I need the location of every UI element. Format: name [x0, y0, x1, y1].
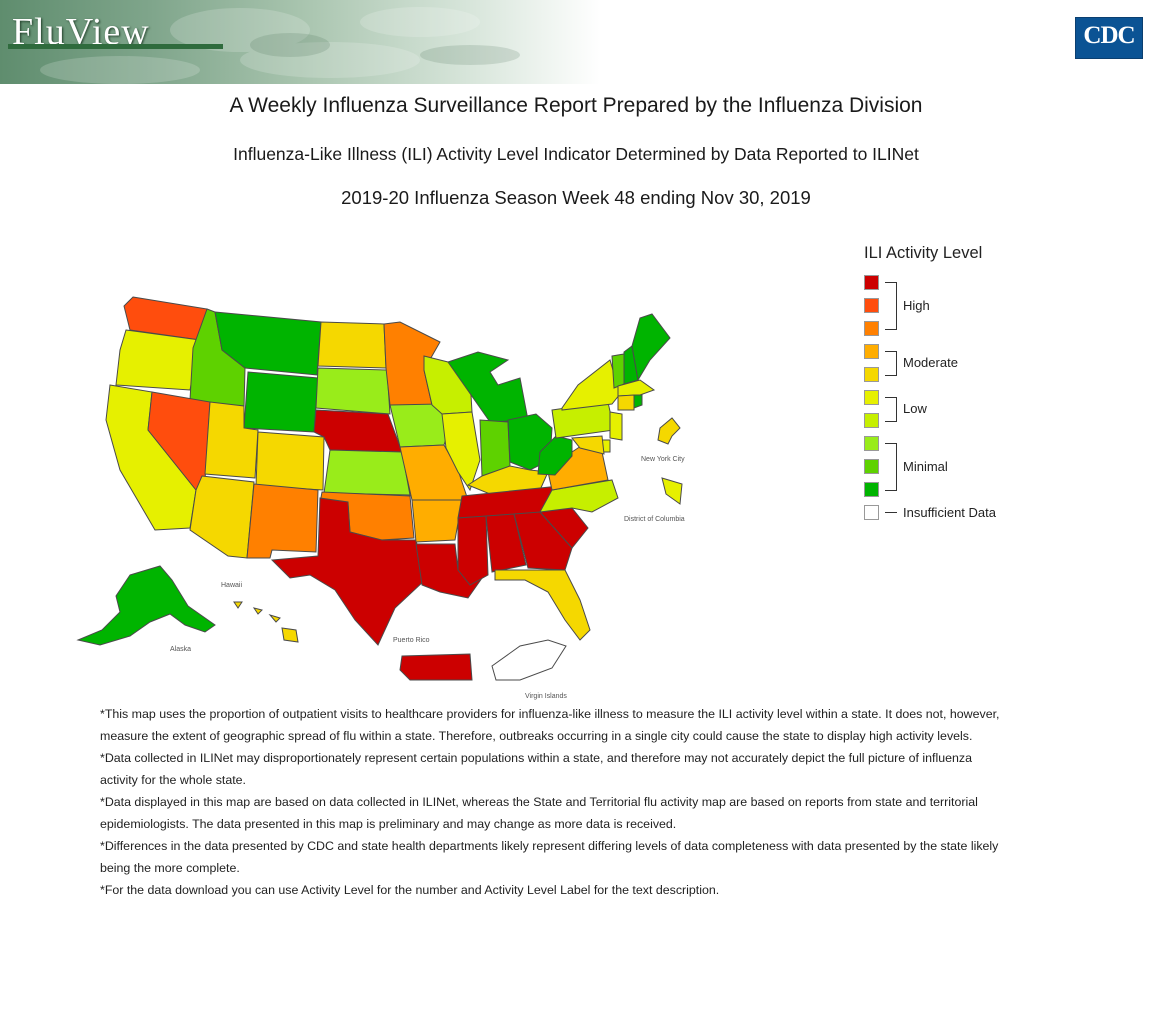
- state-alaska[interactable]: [76, 565, 216, 646]
- cdc-logo-text: CDC: [1083, 22, 1135, 49]
- state-new-mexico[interactable]: [246, 483, 319, 559]
- legend-dash-insufficient: [885, 512, 897, 513]
- label-virgin-islands: Virgin Islands: [525, 693, 567, 700]
- footnote: *Differences in the data presented by CD…: [100, 839, 999, 875]
- legend-swatch-level-6: [864, 436, 879, 451]
- state-wyoming[interactable]: [243, 371, 319, 433]
- state-alabama[interactable]: [485, 513, 527, 573]
- label-puerto-rico: Puerto Rico: [393, 637, 430, 644]
- map-regions: [76, 296, 683, 681]
- state-hawaii[interactable]: [233, 601, 299, 643]
- inset-district-of-columbia[interactable]: [661, 477, 683, 505]
- state-new-york[interactable]: [561, 359, 621, 411]
- legend-swatch-level-11: [864, 321, 879, 336]
- state-illinois[interactable]: [441, 411, 481, 492]
- label-alaska: Alaska: [170, 646, 191, 653]
- legend-label-minimal: Minimal: [903, 459, 948, 474]
- legend-bracket-low: [885, 397, 897, 422]
- legend-swatch-level-9: [864, 367, 879, 382]
- state-connecticut[interactable]: [617, 394, 635, 411]
- state-montana[interactable]: [214, 311, 322, 376]
- map-labels: New York City District of Columbia Hawai…: [170, 456, 685, 700]
- legend-bracket-high: [885, 282, 897, 330]
- state-massachusetts[interactable]: [617, 379, 656, 397]
- page-subtitle: Influenza-Like Illness (ILI) Activity Le…: [233, 144, 919, 164]
- state-rhode-island[interactable]: [633, 394, 643, 409]
- legend-bracket-minimal: [885, 443, 897, 491]
- label-hawaii: Hawaii: [221, 582, 242, 589]
- footnotes: *This map uses the proportion of outpati…: [100, 703, 1005, 901]
- state-colorado[interactable]: [255, 431, 325, 491]
- legend-swatch-level-10: [864, 344, 879, 359]
- state-florida[interactable]: [494, 569, 591, 641]
- legend-swatch-level-8: [864, 390, 879, 405]
- legend-swatch-level-12: [864, 298, 879, 313]
- state-mississippi[interactable]: [457, 515, 489, 586]
- banner-texture: [40, 7, 520, 84]
- footnote: *For the data download you can use Activ…: [100, 883, 720, 897]
- state-maine[interactable]: [631, 313, 671, 382]
- state-kansas[interactable]: [323, 449, 411, 496]
- legend-swatch-level-5: [864, 459, 879, 474]
- legend-bracket-moderate: [885, 351, 897, 376]
- state-georgia[interactable]: [513, 511, 573, 571]
- label-district-of-columbia: District of Columbia: [624, 516, 685, 523]
- state-oregon[interactable]: [115, 329, 201, 391]
- legend-swatch-level-13: [864, 275, 879, 290]
- fluview-banner: FluView: [0, 0, 600, 84]
- logo-underline: [8, 44, 223, 49]
- footnote: *This map uses the proportion of outpati…: [100, 707, 1000, 743]
- legend-title: ILI Activity Level: [864, 244, 983, 262]
- page-title: A Weekly Influenza Surveillance Report P…: [229, 94, 923, 117]
- footnote: *Data collected in ILINet may disproport…: [100, 751, 972, 787]
- territory-virgin-islands[interactable]: [491, 639, 567, 681]
- inset-new-york-city[interactable]: [657, 417, 681, 445]
- state-vermont[interactable]: [611, 353, 625, 389]
- state-texas[interactable]: [270, 497, 426, 646]
- activity-legend: ILI Activity Level High Moderate Low Min…: [864, 244, 1064, 534]
- state-new-jersey[interactable]: [609, 411, 623, 441]
- legend-swatch-insufficient: [864, 505, 879, 520]
- legend-label-insufficient: Insufficient Data: [903, 505, 996, 520]
- state-north-carolina[interactable]: [539, 479, 619, 513]
- state-nebraska[interactable]: [313, 409, 403, 453]
- season-week: 2019-20 Influenza Season Week 48 ending …: [341, 187, 811, 208]
- state-north-dakota[interactable]: [317, 321, 387, 369]
- state-south-dakota[interactable]: [315, 367, 391, 415]
- state-louisiana[interactable]: [415, 543, 483, 599]
- state-utah[interactable]: [204, 401, 259, 479]
- state-arizona[interactable]: [189, 475, 255, 559]
- legend-label-moderate: Moderate: [903, 355, 958, 370]
- state-maryland[interactable]: [571, 435, 605, 455]
- legend-label-low: Low: [903, 401, 927, 416]
- footnote: *Data displayed in this map are based on…: [100, 795, 978, 831]
- legend-swatch-level-7: [864, 413, 879, 428]
- state-arkansas[interactable]: [411, 499, 463, 543]
- label-new-york-city: New York City: [641, 456, 685, 463]
- territory-puerto-rico[interactable]: [399, 653, 473, 681]
- legend-label-high: High: [903, 298, 930, 313]
- legend-swatch-level-4: [864, 482, 879, 497]
- cdc-logo[interactable]: CDC: [1075, 17, 1143, 59]
